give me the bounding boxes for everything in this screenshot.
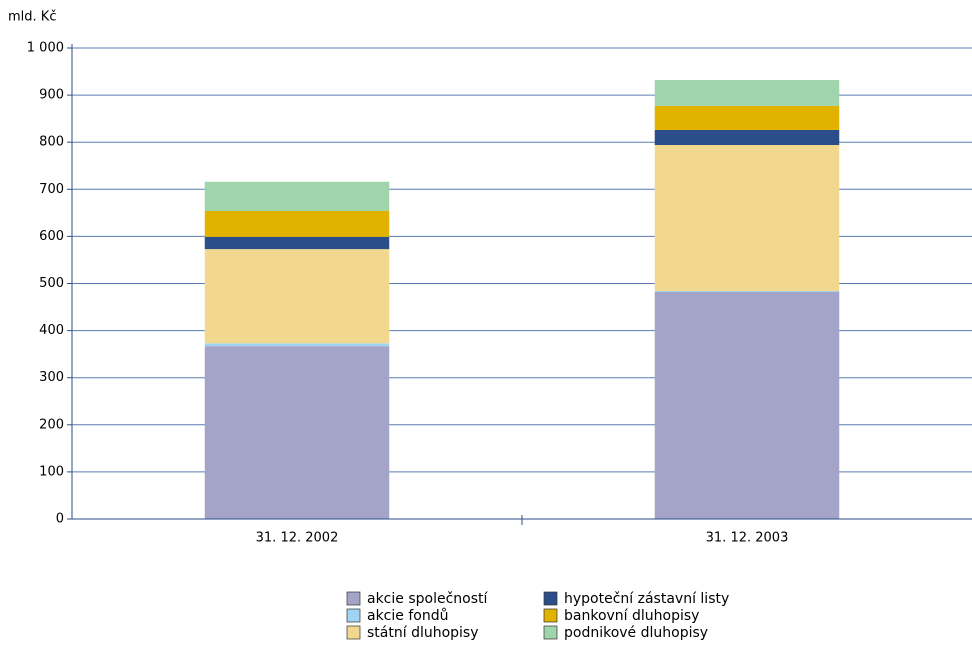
y-tick-label: 100 (39, 464, 64, 479)
bar-segment (204, 236, 390, 250)
x-tick-label: 31. 12. 2003 (706, 531, 789, 546)
legend-swatch (346, 608, 361, 623)
legend-swatch (346, 591, 361, 606)
y-tick-label: 0 (56, 512, 64, 527)
y-axis-label: mld. Kč (8, 10, 56, 25)
y-tick-label: 200 (39, 417, 64, 432)
bar-segment (654, 129, 840, 146)
legend-label: státní dluhopisy (367, 625, 479, 641)
legend-label: akcie fondů (367, 608, 448, 624)
legend-swatch (543, 608, 558, 623)
legend-label: bankovní dluhopisy (564, 608, 699, 624)
y-tick-label: 800 (39, 135, 64, 150)
bar-segment (204, 210, 390, 237)
bar-segment (654, 145, 840, 292)
y-tick-label: 600 (39, 229, 64, 244)
bar-segment (654, 291, 840, 292)
legend-label: podnikové dluhopisy (564, 625, 708, 641)
legend-swatch (346, 625, 361, 640)
y-tick-label: 300 (39, 370, 64, 385)
y-tick-label: 700 (39, 182, 64, 197)
bar-segment (204, 346, 390, 519)
y-tick-label: 1 000 (27, 41, 64, 56)
legend-swatch (543, 625, 558, 640)
y-tick-label: 900 (39, 88, 64, 103)
bar-segment (204, 249, 390, 344)
bar-segment (204, 181, 390, 211)
bar-segment (204, 343, 390, 347)
bar-segment (654, 80, 840, 106)
legend-swatch (543, 591, 558, 606)
bar-segment (654, 291, 840, 519)
y-tick-label: 400 (39, 323, 64, 338)
x-tick-label: 31. 12. 2002 (256, 531, 339, 546)
legend-label: hypoteční zástavní listy (564, 591, 729, 607)
bar-segment (654, 105, 840, 130)
y-tick-label: 500 (39, 276, 64, 291)
legend-label: akcie společností (367, 591, 489, 607)
